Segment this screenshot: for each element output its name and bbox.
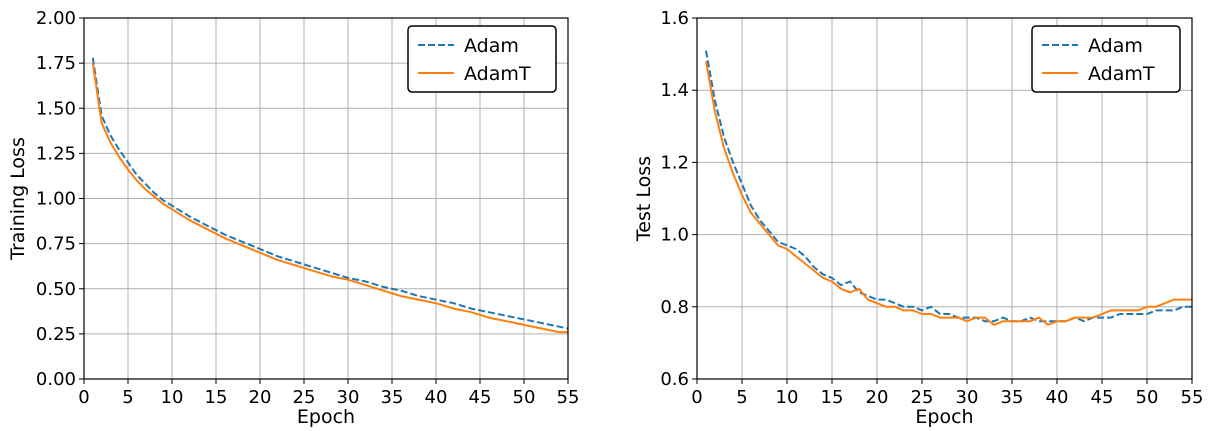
x-axis-label: Epoch: [297, 406, 355, 428]
y-tick-label: 1.00: [36, 189, 76, 210]
x-tick-label: 30: [956, 387, 979, 408]
legend-label-adamt: AdamT: [464, 63, 531, 85]
legend-label-adam: Adam: [464, 35, 519, 57]
y-tick-label: 1.50: [36, 98, 76, 119]
x-axis-label: Epoch: [915, 406, 973, 428]
y-tick-label: 0.6: [660, 369, 689, 390]
y-tick-label: 0.50: [36, 279, 76, 300]
legend-label-adamt: AdamT: [1088, 63, 1155, 85]
x-tick-label: 35: [381, 387, 404, 408]
y-tick-label: 0.00: [36, 369, 76, 390]
legend-box: [1031, 25, 1181, 93]
x-tick-label: 10: [161, 387, 184, 408]
x-tick-label: 15: [205, 387, 228, 408]
y-axis-label: Test Loss: [633, 156, 655, 242]
x-tick-label: 20: [249, 387, 272, 408]
y-axis-label: Training Loss: [7, 137, 29, 261]
y-tick-label: 1.25: [36, 143, 76, 164]
x-tick-label: 5: [736, 387, 747, 408]
x-tick-label: 25: [911, 387, 934, 408]
training-loss-chart: 0 5 10 15 20 25 30 35 40 45 50 55 0.00 0.25 0.50 0.75 1.…: [7, 8, 579, 428]
x-tick-label: 35: [1001, 387, 1024, 408]
y-tick-label: 0.75: [36, 234, 76, 255]
x-tick-label: 45: [1091, 387, 1114, 408]
x-tick-label: 5: [122, 387, 133, 408]
y-tick-label: 0.25: [36, 324, 76, 345]
y-tick-label: 1.2: [660, 152, 689, 173]
series-line-adamt: [91, 62, 568, 334]
x-tick-label: 30: [337, 387, 360, 408]
y-tick-label: 1.4: [660, 80, 689, 101]
x-tick-label: 25: [293, 387, 316, 408]
x-tick-label: 0: [691, 387, 702, 408]
y-tick-label: 1.0: [660, 225, 689, 246]
y-tick-label: 1.75: [36, 53, 76, 74]
y-tick-label: 2.00: [36, 8, 76, 29]
x-tick-label: 40: [1046, 387, 1069, 408]
x-tick-label: 15: [821, 387, 844, 408]
x-tick-label: 10: [776, 387, 799, 408]
x-tick-label: 20: [866, 387, 889, 408]
legend-box: [407, 25, 557, 93]
x-tick-label: 50: [1136, 387, 1159, 408]
x-tick-label: 55: [557, 387, 580, 408]
series-line-adamt: [705, 61, 1192, 326]
x-tick-label: 0: [78, 387, 89, 408]
y-tick-label: 0.8: [660, 297, 689, 318]
x-tick-label: 40: [425, 387, 448, 408]
x-tick-label: 45: [469, 387, 492, 408]
legend-label-adam: Adam: [1088, 35, 1143, 57]
x-tick-label: 50: [513, 387, 536, 408]
y-tick-label: 1.6: [660, 8, 689, 29]
x-tick-label: 55: [1181, 387, 1204, 408]
plot-frame: [696, 17, 1193, 380]
series-line-adam: [91, 57, 569, 330]
test-loss-chart: 0 5 10 15 20 25 30 35 40 45 50 55 0.6 0.8 1.0 1.2 1.4 1.6…: [633, 8, 1203, 428]
series-line-adam: [705, 50, 1192, 323]
